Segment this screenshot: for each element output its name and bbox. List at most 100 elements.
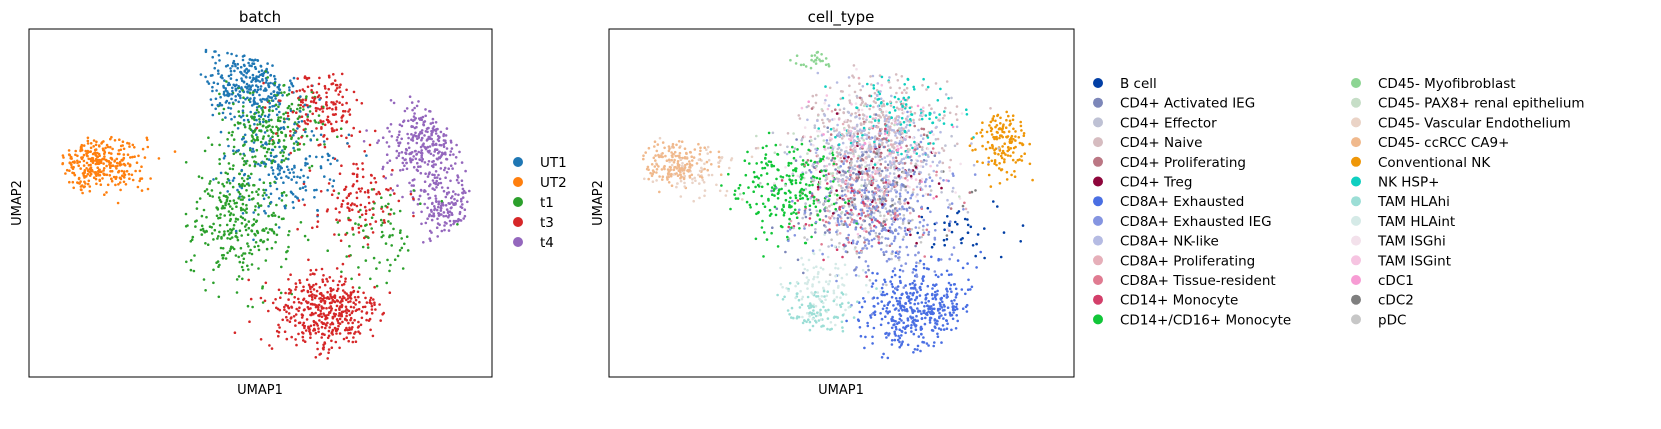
point-cd8a-exhausted bbox=[961, 307, 965, 311]
point-t3 bbox=[286, 111, 290, 115]
point-t4 bbox=[388, 130, 391, 133]
point-t1 bbox=[310, 164, 314, 168]
point-tam-hlaint bbox=[818, 248, 822, 252]
point-t1 bbox=[385, 281, 389, 285]
point-ut1 bbox=[246, 85, 250, 88]
point-t4 bbox=[439, 130, 443, 134]
point-ut1 bbox=[265, 193, 268, 197]
point-t1 bbox=[270, 246, 274, 250]
point-t3 bbox=[330, 296, 334, 300]
point-t3 bbox=[363, 150, 367, 153]
point-cd8a-nk-like bbox=[920, 188, 924, 191]
point-ut2 bbox=[105, 191, 108, 194]
point-t4 bbox=[401, 168, 405, 171]
point-t4 bbox=[423, 202, 427, 206]
point-t1 bbox=[257, 188, 261, 191]
point-t3 bbox=[345, 196, 349, 200]
point-tam-hlaint bbox=[825, 294, 829, 298]
point-t1 bbox=[306, 238, 310, 242]
point-cd8a-proliferating bbox=[934, 151, 937, 155]
point-t4 bbox=[439, 161, 443, 165]
point-t3 bbox=[323, 342, 327, 345]
point-t3 bbox=[326, 280, 329, 283]
point-cd14-cd16-monocyte bbox=[814, 205, 818, 209]
point-t3 bbox=[325, 95, 329, 99]
point-cd8a-exhausted-ieg bbox=[891, 250, 894, 253]
point-t3 bbox=[325, 91, 328, 95]
point-t1 bbox=[231, 185, 235, 189]
point-t1 bbox=[384, 204, 388, 208]
point-t3 bbox=[304, 113, 308, 116]
point-ut2 bbox=[96, 161, 99, 164]
point-t1 bbox=[337, 192, 341, 195]
point-t1 bbox=[303, 234, 307, 238]
point-ut2 bbox=[122, 180, 126, 184]
point-t1 bbox=[270, 229, 274, 232]
point-t4 bbox=[449, 141, 453, 144]
point-cd4-naive bbox=[954, 113, 958, 116]
point-cd8a-exhausted-ieg bbox=[929, 210, 932, 214]
point-t1 bbox=[238, 229, 242, 232]
point-cd8a-nk-like bbox=[970, 142, 973, 145]
point-t1 bbox=[259, 204, 263, 207]
point-t3 bbox=[349, 297, 353, 300]
point-tam-hlahi bbox=[833, 315, 836, 319]
point-t1 bbox=[232, 199, 236, 202]
point-t3 bbox=[340, 297, 344, 301]
point-cd8a-exhausted-ieg bbox=[898, 245, 902, 249]
point-t3 bbox=[345, 336, 349, 340]
point-t3 bbox=[363, 190, 367, 194]
point-ut2 bbox=[143, 156, 147, 159]
point-ut2 bbox=[140, 189, 144, 192]
point-t3 bbox=[303, 340, 307, 344]
point-pdc bbox=[897, 258, 901, 262]
point-ut2 bbox=[94, 154, 98, 157]
point-t4 bbox=[420, 149, 424, 152]
point-t1 bbox=[271, 125, 274, 129]
point-t1 bbox=[262, 240, 266, 243]
point-t4 bbox=[395, 138, 399, 142]
point-t1 bbox=[279, 116, 283, 119]
point-t4 bbox=[439, 144, 443, 147]
point-cd45-ccrcc-ca9 bbox=[678, 151, 682, 155]
point-t3 bbox=[409, 192, 413, 196]
point-t3 bbox=[286, 318, 289, 322]
point-cd8a-exhausted-ieg bbox=[939, 258, 943, 261]
point-cd14-monocyte bbox=[870, 218, 874, 221]
point-t1 bbox=[261, 124, 265, 128]
point-t4 bbox=[444, 134, 448, 137]
point-ut2 bbox=[76, 161, 79, 165]
point-t4 bbox=[390, 135, 394, 138]
point-ut1 bbox=[240, 87, 243, 90]
point-cd8a-nk-like bbox=[905, 123, 909, 127]
point-t4 bbox=[419, 165, 422, 168]
point-ut2 bbox=[86, 142, 90, 145]
point-t3 bbox=[290, 316, 293, 319]
point-t4 bbox=[431, 187, 435, 190]
point-t3 bbox=[350, 134, 354, 137]
point-t3 bbox=[343, 318, 347, 321]
point-t4 bbox=[390, 173, 393, 176]
point-t3 bbox=[334, 207, 338, 210]
point-cd4-proliferating bbox=[905, 144, 908, 148]
point-t3 bbox=[316, 341, 319, 345]
point-cd14-cd16-monocyte bbox=[770, 231, 773, 235]
point-t4 bbox=[449, 150, 453, 153]
point-t1 bbox=[261, 137, 265, 140]
point-t4 bbox=[420, 159, 424, 163]
point-ut1 bbox=[318, 98, 321, 101]
point-nk-hsp bbox=[936, 99, 940, 102]
point-cd4-proliferating bbox=[849, 197, 852, 200]
point-ut1 bbox=[269, 184, 272, 188]
point-conventional-nk bbox=[999, 134, 1002, 137]
point-cd8a-nk-like bbox=[892, 129, 896, 132]
point-ut1 bbox=[232, 59, 236, 63]
point-tam-isghi bbox=[946, 227, 950, 230]
point-t3 bbox=[303, 90, 306, 93]
point-t4 bbox=[434, 197, 438, 200]
point-t3 bbox=[300, 135, 303, 139]
point-t1 bbox=[306, 115, 310, 118]
point-ut1 bbox=[277, 226, 281, 229]
point-t3 bbox=[283, 330, 287, 334]
point-t1 bbox=[237, 255, 240, 259]
